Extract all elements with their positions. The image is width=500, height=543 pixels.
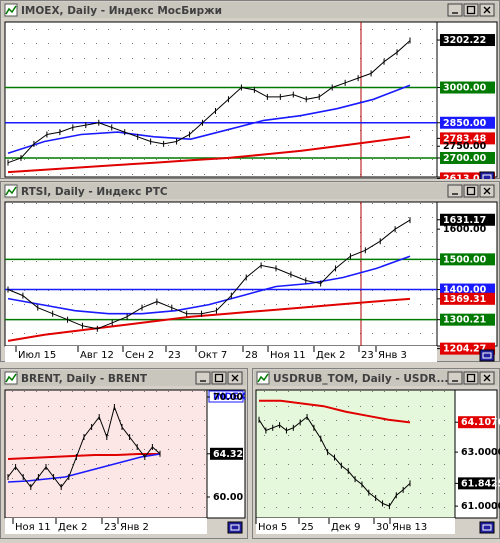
window-button-min[interactable] [448, 185, 462, 197]
price-label: 64.1076 [461, 417, 500, 428]
date-label: Июл 15 [18, 350, 56, 361]
button-face[interactable] [228, 522, 242, 533]
date-label: Авг 12 [80, 350, 114, 361]
date-label: Дек 2 [316, 350, 346, 361]
window-title: BRENT, Daily - BRENT [21, 373, 148, 385]
button-face[interactable] [448, 372, 462, 384]
button-face[interactable] [480, 522, 494, 533]
price-label: 1500.00 [443, 254, 487, 265]
window-button-min[interactable] [448, 372, 462, 384]
price-label: 1600.00 [443, 224, 487, 235]
chart-window: RTSI, Daily - Индекс РТС1631.171600.0015… [1, 182, 500, 363]
window-button-min[interactable] [448, 4, 462, 16]
date-label: Ноя 5 [258, 522, 287, 533]
price-label: 2750.00 [443, 141, 487, 152]
price-label: 60.00 [213, 492, 243, 503]
window-icon [5, 185, 17, 197]
price-label: 63.0000 [461, 447, 500, 458]
button-face[interactable] [464, 372, 478, 384]
window-title: USDRUB_TOM, Daily - USDR... [273, 373, 448, 385]
price-label: 61.0000 [461, 501, 500, 512]
button-face[interactable] [464, 185, 478, 197]
date-label: Окт 7 [198, 350, 227, 361]
axis-mode-button[interactable] [228, 522, 242, 533]
date-label: Сен 2 [125, 350, 154, 361]
price-label: 1300.21 [443, 315, 486, 326]
dotted-grid [5, 202, 437, 346]
date-label: Янв 3 [378, 350, 407, 361]
window-button-max[interactable] [212, 372, 226, 384]
button-face[interactable] [464, 4, 478, 16]
date-label: Дек 9 [331, 522, 361, 533]
button-face[interactable] [448, 185, 462, 197]
window-button-max[interactable] [464, 372, 478, 384]
window-button-close[interactable] [480, 372, 494, 384]
window-button-max[interactable] [464, 4, 478, 16]
chart-window: IMOEX, Daily - Индекс МосБиржи 3202.22 300… [1, 1, 500, 185]
window-icon [5, 372, 17, 384]
price-label: 70.00 [213, 392, 243, 403]
window-icon [5, 4, 17, 16]
price-label: 61.8425 [461, 478, 500, 489]
price-label: 2850.00 [443, 118, 487, 129]
date-label: 25 [301, 522, 314, 533]
date-label: Янв 13 [392, 522, 427, 533]
window-icon [257, 372, 269, 384]
date-label: Ноя 11 [15, 522, 51, 533]
date-label: 23 [104, 522, 117, 533]
date-label: 23 [361, 350, 374, 361]
window-button-close[interactable] [480, 185, 494, 197]
button-face[interactable] [212, 372, 226, 384]
date-label: 28 [245, 350, 258, 361]
date-label: 23 [168, 350, 181, 361]
date-label: Янв 2 [120, 522, 149, 533]
price-label: 2700.00 [443, 153, 487, 164]
date-label: 30 [376, 522, 389, 533]
window-button-close[interactable] [228, 372, 242, 384]
chart-window: BRENT, Daily - BRENTINDEX70.0064.3260.00… [1, 369, 248, 539]
price-label: 3000.00 [443, 83, 487, 94]
axis-mode-button[interactable] [480, 522, 494, 533]
button-face[interactable] [480, 350, 494, 361]
button-face[interactable] [448, 4, 462, 16]
chart-window: USDRUB_TOM, Daily - USDR... 64.1076 63.000… [253, 369, 500, 539]
window-button-min[interactable] [196, 372, 210, 384]
window-title: RTSI, Daily - Индекс РТС [21, 186, 168, 198]
price-label: 1369.31 [443, 294, 486, 305]
date-label: Дек 2 [58, 522, 88, 533]
window-button-max[interactable] [464, 185, 478, 197]
window-button-close[interactable] [480, 4, 494, 16]
dotted-grid [256, 390, 455, 518]
button-face[interactable] [196, 372, 210, 384]
price-label: 64.32 [213, 449, 243, 460]
axis-mode-button[interactable] [480, 350, 494, 361]
window-title: IMOEX, Daily - Индекс МосБиржи [21, 5, 222, 17]
date-label: Ноя 11 [270, 350, 306, 361]
price-label: 3202.22 [443, 35, 486, 46]
